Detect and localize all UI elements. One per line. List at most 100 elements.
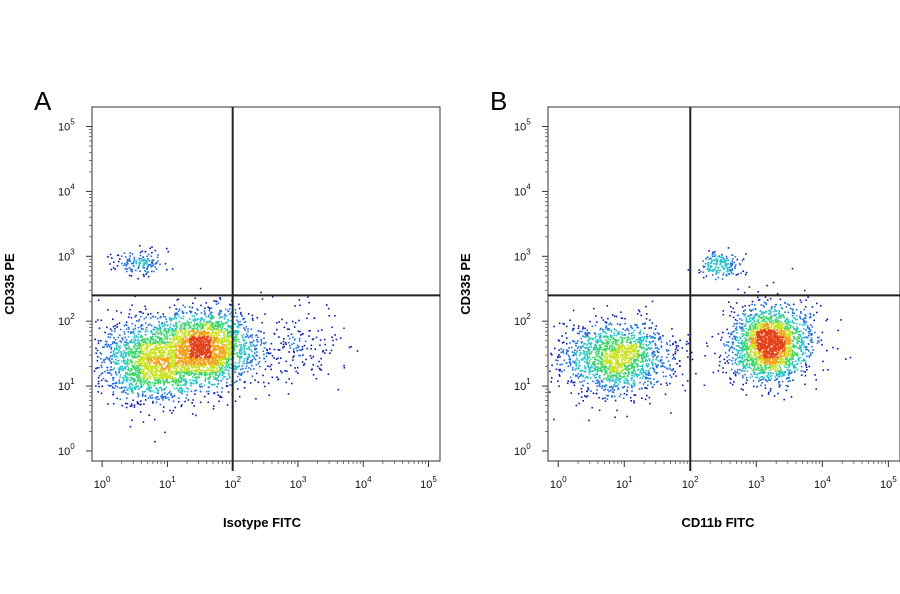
data-point (718, 364, 721, 367)
data-point (187, 399, 190, 401)
data-point (213, 335, 215, 338)
data-point (188, 333, 191, 336)
data-point (205, 320, 208, 323)
data-point (126, 344, 129, 347)
data-point (185, 383, 187, 385)
data-point (165, 337, 168, 339)
data-point (114, 352, 117, 355)
data-point (125, 324, 128, 326)
data-point (174, 342, 177, 345)
data-point (244, 328, 246, 330)
data-point (216, 361, 219, 364)
data-point (172, 380, 174, 383)
data-point (167, 365, 170, 367)
data-point (759, 379, 762, 381)
data-point (812, 349, 814, 351)
data-point (216, 376, 218, 379)
data-point (171, 373, 174, 375)
data-point (253, 352, 256, 354)
data-point (154, 351, 156, 353)
data-point (203, 370, 205, 373)
data-point (221, 387, 223, 389)
data-point (159, 403, 162, 406)
data-point (151, 372, 153, 374)
data-point (217, 376, 220, 378)
data-point (163, 382, 165, 385)
data-point (135, 373, 138, 376)
data-point (166, 378, 168, 381)
data-point (133, 404, 136, 406)
data-point (142, 421, 145, 423)
data-point (208, 382, 211, 384)
data-point (297, 346, 299, 348)
data-point (308, 330, 311, 332)
data-point (189, 358, 191, 360)
data-point (214, 353, 217, 356)
data-point (208, 344, 211, 346)
data-point (190, 382, 192, 385)
data-point (215, 353, 218, 355)
data-point (146, 266, 149, 268)
data-point (183, 367, 186, 370)
data-point (208, 325, 211, 328)
data-point (218, 324, 221, 326)
data-point (160, 363, 162, 365)
data-point (207, 322, 209, 325)
data-point (596, 321, 598, 323)
data-point (162, 341, 165, 344)
data-point (125, 386, 127, 389)
data-point (261, 321, 263, 324)
data-point (575, 404, 578, 407)
data-point (187, 361, 189, 364)
data-point (685, 343, 688, 346)
data-point (159, 263, 161, 266)
data-point (133, 356, 136, 359)
data-point (137, 377, 139, 380)
data-point (158, 361, 161, 364)
data-point (207, 349, 210, 351)
data-point (103, 346, 105, 348)
data-point (203, 371, 206, 374)
data-point (156, 363, 158, 366)
data-point (147, 338, 149, 341)
data-point (205, 335, 208, 337)
data-point (154, 382, 156, 384)
data-point (622, 328, 624, 330)
data-point (581, 330, 583, 333)
data-point (171, 383, 174, 386)
data-point (141, 265, 144, 268)
data-point (565, 325, 568, 328)
data-point (159, 315, 162, 318)
data-point (127, 326, 130, 329)
data-point (785, 306, 788, 308)
data-point (220, 380, 222, 382)
data-point (599, 385, 601, 388)
data-point (143, 339, 145, 341)
data-point (263, 357, 265, 360)
data-point (213, 362, 216, 365)
data-point (216, 354, 218, 357)
data-point (165, 397, 167, 400)
data-point (156, 377, 159, 380)
data-point (177, 342, 180, 345)
data-point (110, 346, 113, 349)
data-point (163, 355, 165, 357)
data-point (270, 342, 273, 345)
data-point (633, 401, 635, 404)
data-point (149, 377, 152, 380)
data-point (562, 349, 565, 351)
data-point (196, 347, 199, 350)
data-point (745, 382, 747, 384)
data-point (109, 253, 112, 256)
data-point (123, 343, 125, 346)
data-point (218, 366, 221, 368)
data-point (578, 333, 580, 335)
data-point (572, 373, 575, 376)
data-point (626, 389, 628, 391)
data-point (572, 381, 574, 384)
data-point (130, 355, 133, 357)
data-point (179, 326, 182, 328)
data-point (195, 378, 198, 380)
data-point (96, 359, 99, 362)
data-point (142, 376, 144, 378)
